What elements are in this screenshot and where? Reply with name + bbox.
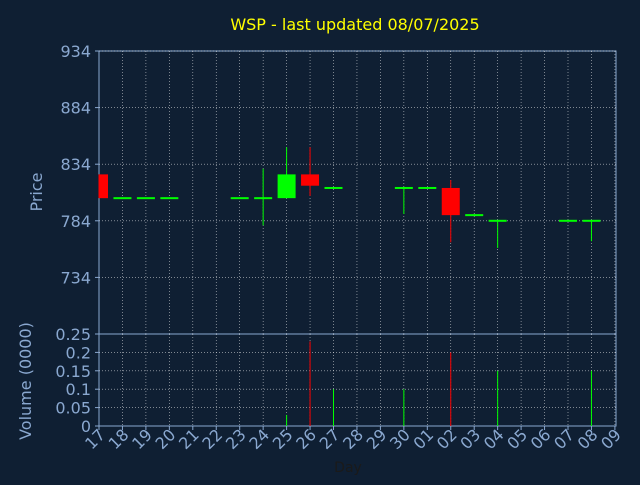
candle-body: [113, 197, 132, 200]
candle-body: [488, 219, 507, 222]
volume-panel: 0.250.20.150.10.050: [55, 325, 617, 436]
candle-30: [394, 186, 413, 215]
candle-body: [136, 197, 155, 200]
day-axis-label: Day: [334, 460, 362, 476]
candle-04: [488, 219, 507, 248]
candle-03: [465, 214, 484, 217]
price-y-tick-label: 934: [60, 42, 91, 61]
price-y-tick-label: 734: [60, 268, 91, 287]
candle-body: [230, 197, 249, 200]
volume-plot-frame: [98, 333, 617, 427]
candle-07: [559, 219, 577, 222]
candle-body: [277, 174, 296, 199]
volume-y-tick-label: 0.1: [66, 380, 91, 399]
candle-27: [324, 186, 343, 189]
candle-20: [160, 197, 179, 200]
candle-18: [113, 197, 132, 200]
volume-y-tick-label: 0.15: [55, 362, 91, 381]
x-axis-ticks: 1718192021222324252627282930010203040506…: [81, 425, 625, 453]
candle-26: [301, 147, 320, 196]
x-tick-label: 09: [597, 425, 625, 453]
candle-24: [254, 168, 273, 226]
volume-y-tick-label: 0: [81, 417, 91, 436]
price-y-tick-label: 784: [60, 212, 91, 231]
price-y-tick-label: 834: [60, 155, 91, 174]
candle-body: [99, 174, 108, 199]
candle-19: [136, 197, 155, 200]
price-y-tick-label: 884: [60, 99, 91, 118]
candle-body: [418, 186, 437, 189]
candle-01: [418, 186, 437, 189]
chart-title: WSP - last updated 08/07/2025: [230, 15, 479, 34]
volume-y-tick-label: 0.05: [55, 399, 91, 418]
candle-body: [254, 197, 273, 200]
candle-body: [301, 174, 320, 186]
candle-body: [324, 186, 343, 189]
volume-y-tick-label: 0.25: [55, 325, 91, 344]
price-panel: 934 884 834 784 734: [60, 42, 617, 335]
candle-body: [441, 187, 460, 216]
candle-17: [98, 174, 108, 199]
candle-25: [277, 147, 296, 199]
candle-body: [394, 186, 413, 189]
candle-08: [582, 219, 601, 242]
candle-body: [582, 219, 601, 222]
price-plot-frame: [98, 50, 617, 335]
candle-body: [559, 219, 577, 222]
volume-y-tick-label: 0.2: [66, 343, 91, 362]
candle-23: [230, 197, 249, 200]
candle-02: [441, 180, 460, 243]
candle-body: [465, 214, 484, 217]
volume-axis-label: Volume (0000): [16, 322, 35, 440]
price-axis-label: Price: [27, 172, 46, 211]
candle-body: [160, 197, 179, 200]
